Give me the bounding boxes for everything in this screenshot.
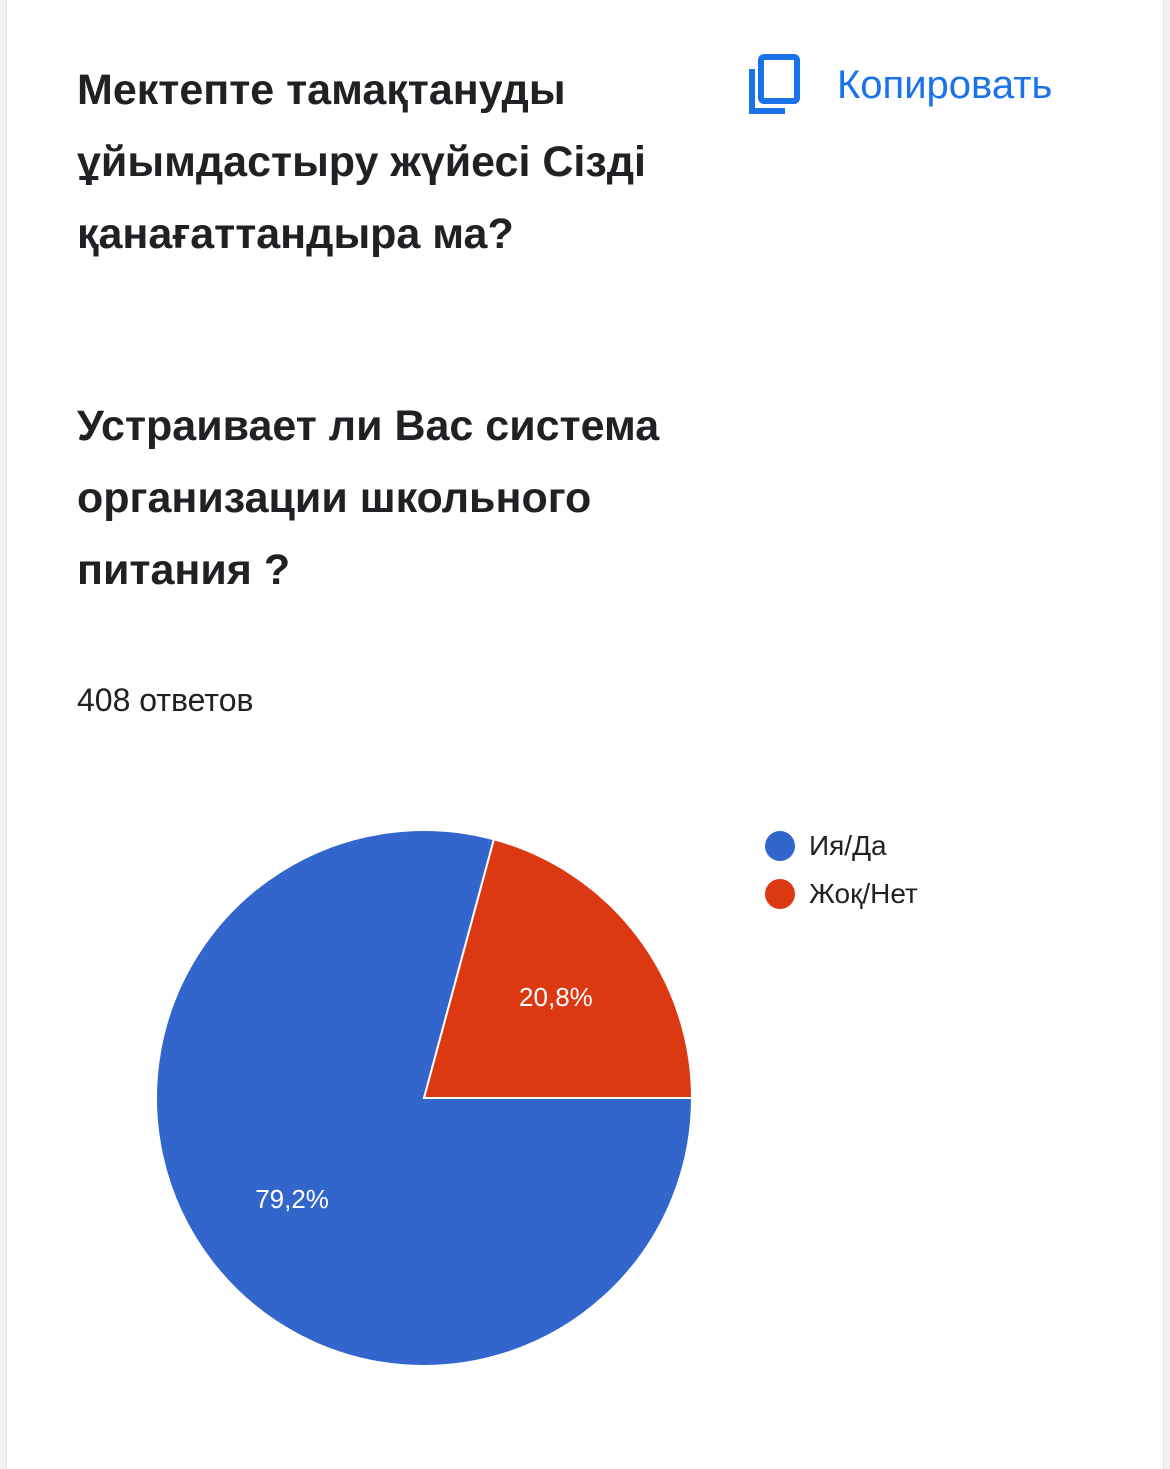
legend-swatch-0 xyxy=(765,831,795,861)
legend-label-1: Жоқ/Нет xyxy=(809,878,918,909)
pie-slice-1[interactable] xyxy=(422,838,694,1099)
question-title-kazakh: Мектепте тамақтануды ұйымдастыру жүйесі … xyxy=(77,66,646,258)
response-count: 408 ответов xyxy=(77,682,254,718)
question-title-russian: Устраивает ли Вас система организации шк… xyxy=(77,402,660,594)
copy-button-label: Копировать xyxy=(837,62,1053,107)
legend-item-0: Ия/Да xyxy=(765,822,918,870)
pie-chart: 79,2% 20,8% xyxy=(155,829,694,1367)
pie-slice-label-1: 20,8% xyxy=(519,982,593,1012)
legend-swatch-1 xyxy=(765,879,795,909)
copy-icon xyxy=(749,54,800,114)
pie-slice-label-0: 79,2% xyxy=(255,1184,329,1214)
legend-item-1: Жоқ/Нет xyxy=(765,870,918,918)
chart-legend: Ия/Да Жоқ/Нет xyxy=(765,822,918,918)
copy-button[interactable]: Копировать xyxy=(747,50,1052,120)
response-card: Мектепте тамақтануды ұйымдастыру жүйесі … xyxy=(6,0,1164,1469)
legend-label-0: Ия/Да xyxy=(809,830,887,861)
